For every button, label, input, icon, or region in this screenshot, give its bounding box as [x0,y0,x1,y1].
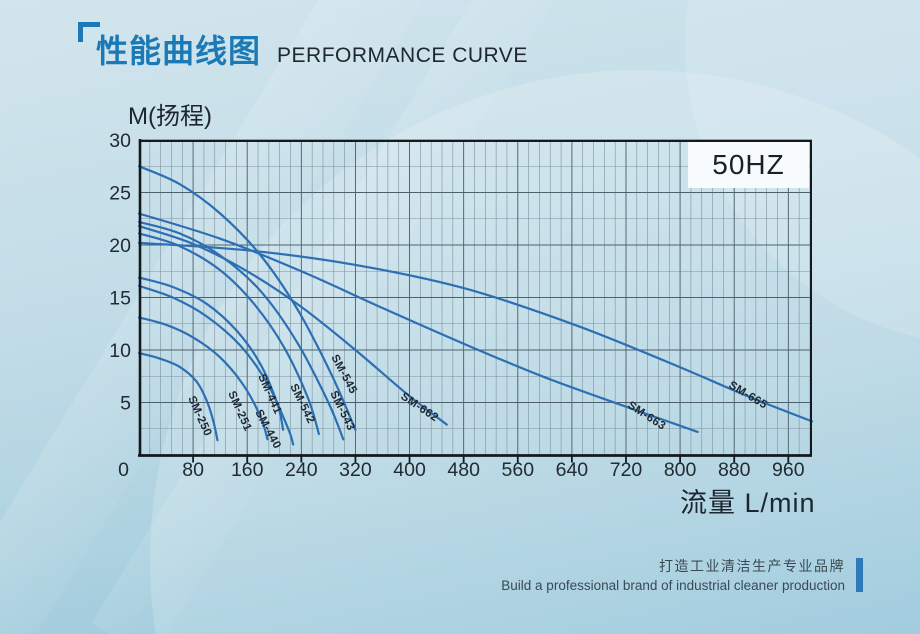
y-tick-label: 10 [109,340,131,362]
page-title-zh: 性能曲线图 [96,33,262,69]
frequency-badge: 50HZ [688,142,809,188]
curve-SM-665 [137,241,814,423]
curve-SM-250 [137,352,219,442]
curve-label-SM-545: SM-545 [328,353,359,396]
curve-label-SM-663: SM-663 [625,399,667,432]
x-tick-label: 480 [447,459,480,481]
curve-label-SM-440: SM-440 [252,408,283,451]
curve-label-SM-665: SM-665 [726,379,769,411]
x-tick-label: 320 [339,459,372,481]
page-title-en: PERFORMANCE CURVE [277,44,528,67]
curve-SM-251 [137,316,269,441]
curve-label-SM-250: SM-250 [185,394,213,438]
x-tick-label: 560 [502,459,535,481]
curve-SM-662 [137,225,448,426]
curve-SM-545 [137,165,357,431]
footer: 打造工业清洁生产专业品牌 Build a professional brand … [501,557,845,595]
header: 性能曲线图 PERFORMANCE CURVE [96,26,528,72]
x-tick-label: 800 [664,459,697,481]
x-tick-label: 80 [182,459,204,481]
x-tick-label: 640 [556,459,589,481]
y-tick-label: 30 [109,130,131,152]
y-tick-label: 15 [109,288,131,310]
corner-bracket-icon [78,22,100,42]
footer-tagline-zh: 打造工业清洁生产专业品牌 [659,558,845,574]
x-tick-label: 960 [772,459,805,481]
origin-tick-label: 0 [118,459,129,481]
curve-SM-440 [137,284,295,446]
y-axis-title: M(扬程) [128,103,212,130]
x-tick-label: 400 [393,459,426,481]
y-tick-label: 20 [109,235,131,257]
x-tick-label: 240 [285,459,318,481]
y-tick-label: 5 [120,393,131,415]
x-axis-title: 流量 L/min [680,488,816,518]
x-tick-label: 720 [610,459,643,481]
curve-SM-663 [137,212,699,433]
y-tick-label: 25 [109,183,131,205]
x-tick-label: 880 [718,459,751,481]
curve-SM-543 [137,220,345,441]
footer-tagline-en: Build a professional brand of industrial… [501,578,845,593]
x-tick-label: 160 [231,459,264,481]
curve-label-SM-662: SM-662 [398,391,440,425]
footer-accent-bar [856,558,863,592]
